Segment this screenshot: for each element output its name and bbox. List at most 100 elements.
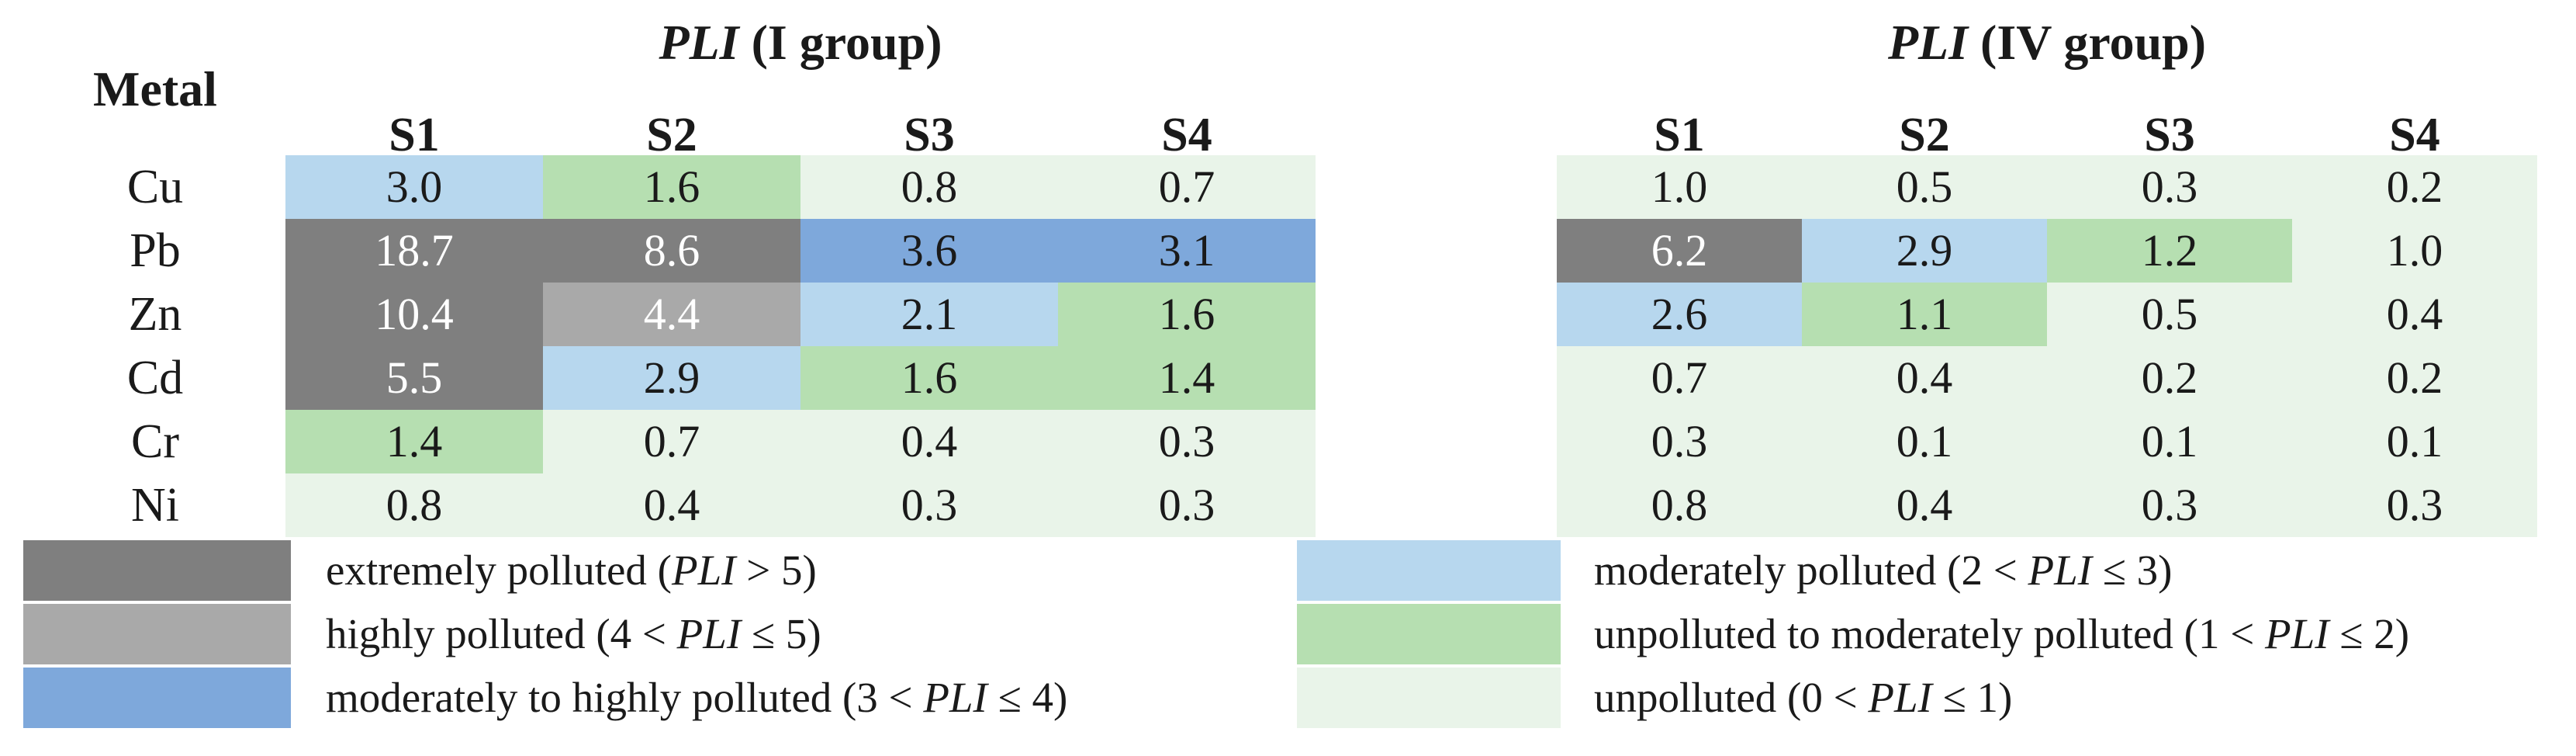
- station-header-IV-S4: S4: [2389, 109, 2440, 161]
- legend-label-extreme-pli: PLI: [671, 546, 736, 594]
- cell-IV-Cu-S3: 0.3: [2047, 155, 2292, 219]
- cell-I-Cd-S4: 1.4: [1058, 346, 1316, 410]
- cell-I-Cr-S2: 0.7: [543, 410, 800, 473]
- cell-I-Cr-S3: 0.4: [800, 410, 1058, 473]
- cell-I-Ni-S3: 0.3: [800, 473, 1058, 537]
- legend-label-high: highly polluted (4 < PLI ≤ 5): [326, 602, 821, 666]
- legend-label-high-pre: highly polluted (4 <: [326, 610, 677, 657]
- group-title-I-rest: (I group): [738, 15, 942, 70]
- legend-label-unpolluted-pli: PLI: [1868, 674, 1932, 721]
- cell-I-Ni-S2: 0.4: [543, 473, 800, 537]
- legend-label-unpolluted: unpolluted (0 < PLI ≤ 1): [1594, 666, 2012, 730]
- legend-label-mod_high: moderately to highly polluted (3 < PLI ≤…: [326, 666, 1067, 730]
- cell-I-Pb-S1: 18.7: [285, 219, 543, 283]
- cell-IV-Cd-S3: 0.2: [2047, 346, 2292, 410]
- cell-IV-Cd-S2: 0.4: [1802, 346, 2047, 410]
- metal-label-cd: Cd: [126, 352, 184, 404]
- cell-IV-Pb-S1: 6.2: [1557, 219, 1802, 283]
- cell-I-Cd-S3: 1.6: [800, 346, 1058, 410]
- cell-I-Zn-S1: 10.4: [285, 283, 543, 346]
- cell-IV-Cr-S4: 0.1: [2292, 410, 2537, 473]
- cell-IV-Pb-S3: 1.2: [2047, 219, 2292, 283]
- legend-label-unpoll_mod: unpolluted to moderately polluted (1 < P…: [1594, 602, 2409, 666]
- metal-column-header: Metal: [93, 61, 217, 116]
- cell-I-Cr-S4: 0.3: [1058, 410, 1316, 473]
- legend-swatch-extreme: [23, 540, 291, 601]
- legend-swatch-unpolluted: [1297, 668, 1561, 728]
- legend-label-extreme-post: > 5): [735, 546, 817, 594]
- station-header-I-S1: S1: [389, 109, 440, 161]
- cell-I-Ni-S4: 0.3: [1058, 473, 1316, 537]
- station-header-IV-S1: S1: [1654, 109, 1705, 161]
- legend-label-high-pli: PLI: [676, 610, 742, 657]
- legend-label-extreme-pre: extremely polluted (: [326, 546, 672, 594]
- cell-I-Cd-S1: 5.5: [285, 346, 543, 410]
- station-header-I-S3: S3: [904, 109, 955, 161]
- cell-IV-Ni-S2: 0.4: [1802, 473, 2047, 537]
- legend-label-unpolluted-post: ≤ 1): [1931, 674, 2013, 721]
- cell-I-Zn-S3: 2.1: [800, 283, 1058, 346]
- legend-label-moderate-pre: moderately polluted (2 <: [1594, 546, 2028, 594]
- group-title-I: PLI (I group): [285, 15, 1316, 70]
- cell-IV-Zn-S1: 2.6: [1557, 283, 1802, 346]
- legend-label-mod_high-pre: moderately to highly polluted (3 <: [326, 674, 924, 721]
- cell-I-Cr-S1: 1.4: [285, 410, 543, 473]
- legend-label-moderate-pli: PLI: [2028, 546, 2092, 594]
- legend-label-extreme: extremely polluted (PLI > 5): [326, 539, 817, 602]
- metal-label-ni: Ni: [131, 479, 179, 532]
- cell-IV-Cr-S3: 0.1: [2047, 410, 2292, 473]
- station-header-I-S4: S4: [1161, 109, 1212, 161]
- station-header-IV-S3: S3: [2144, 109, 2195, 161]
- metal-label-pb: Pb: [130, 224, 181, 277]
- cell-IV-Cu-S1: 1.0: [1557, 155, 1802, 219]
- cell-IV-Ni-S3: 0.3: [2047, 473, 2292, 537]
- cell-I-Zn-S4: 1.6: [1058, 283, 1316, 346]
- cell-I-Cu-S4: 0.7: [1058, 155, 1316, 219]
- legend-swatch-mod_high: [23, 668, 291, 728]
- cell-I-Pb-S4: 3.1: [1058, 219, 1316, 283]
- cell-IV-Cu-S2: 0.5: [1802, 155, 2047, 219]
- legend-swatch-moderate: [1297, 540, 1561, 601]
- cell-IV-Pb-S2: 2.9: [1802, 219, 2047, 283]
- group-title-IV-pli: PLI: [1887, 15, 1969, 70]
- metal-label-zn: Zn: [128, 288, 182, 341]
- cell-I-Pb-S3: 3.6: [800, 219, 1058, 283]
- group-title-I-pli: PLI: [659, 15, 739, 70]
- cell-IV-Zn-S3: 0.5: [2047, 283, 2292, 346]
- cell-I-Ni-S1: 0.8: [285, 473, 543, 537]
- legend-label-unpolluted-pre: unpolluted (0 <: [1594, 674, 1869, 721]
- cell-I-Pb-S2: 8.6: [543, 219, 800, 283]
- cell-IV-Cd-S4: 0.2: [2292, 346, 2537, 410]
- cell-IV-Cu-S4: 0.2: [2292, 155, 2537, 219]
- station-header-IV-S2: S2: [1899, 109, 1950, 161]
- metal-label-cr: Cr: [131, 415, 179, 468]
- metal-label-cu: Cu: [126, 161, 184, 213]
- cell-IV-Cd-S1: 0.7: [1557, 346, 1802, 410]
- group-title-IV: PLI (IV group): [1557, 15, 2537, 70]
- cell-IV-Ni-S4: 0.3: [2292, 473, 2537, 537]
- legend-label-unpoll_mod-post: ≤ 2): [2329, 610, 2410, 657]
- legend-label-unpoll_mod-pli: PLI: [2265, 610, 2329, 657]
- legend-label-unpoll_mod-pre: unpolluted to moderately polluted (1 <: [1594, 610, 2266, 657]
- legend-label-high-post: ≤ 5): [741, 610, 821, 657]
- cell-I-Cu-S1: 3.0: [285, 155, 543, 219]
- cell-I-Cu-S2: 1.6: [543, 155, 800, 219]
- legend-label-mod_high-pli: PLI: [923, 674, 987, 721]
- cell-IV-Zn-S2: 1.1: [1802, 283, 2047, 346]
- legend-label-mod_high-post: ≤ 4): [987, 674, 1068, 721]
- cell-IV-Cr-S1: 0.3: [1557, 410, 1802, 473]
- group-title-IV-rest: (IV group): [1968, 15, 2207, 70]
- cell-IV-Zn-S4: 0.4: [2292, 283, 2537, 346]
- cell-I-Cu-S3: 0.8: [800, 155, 1058, 219]
- cell-I-Zn-S2: 4.4: [543, 283, 800, 346]
- legend-label-moderate: moderately polluted (2 < PLI ≤ 3): [1594, 539, 2173, 602]
- legend-swatch-high: [23, 604, 291, 664]
- cell-IV-Cr-S2: 0.1: [1802, 410, 2047, 473]
- legend-swatch-unpoll_mod: [1297, 604, 1561, 664]
- legend-label-moderate-post: ≤ 3): [2091, 546, 2173, 594]
- cell-I-Cd-S2: 2.9: [543, 346, 800, 410]
- station-header-I-S2: S2: [646, 109, 697, 161]
- cell-IV-Pb-S4: 1.0: [2292, 219, 2537, 283]
- cell-IV-Ni-S1: 0.8: [1557, 473, 1802, 537]
